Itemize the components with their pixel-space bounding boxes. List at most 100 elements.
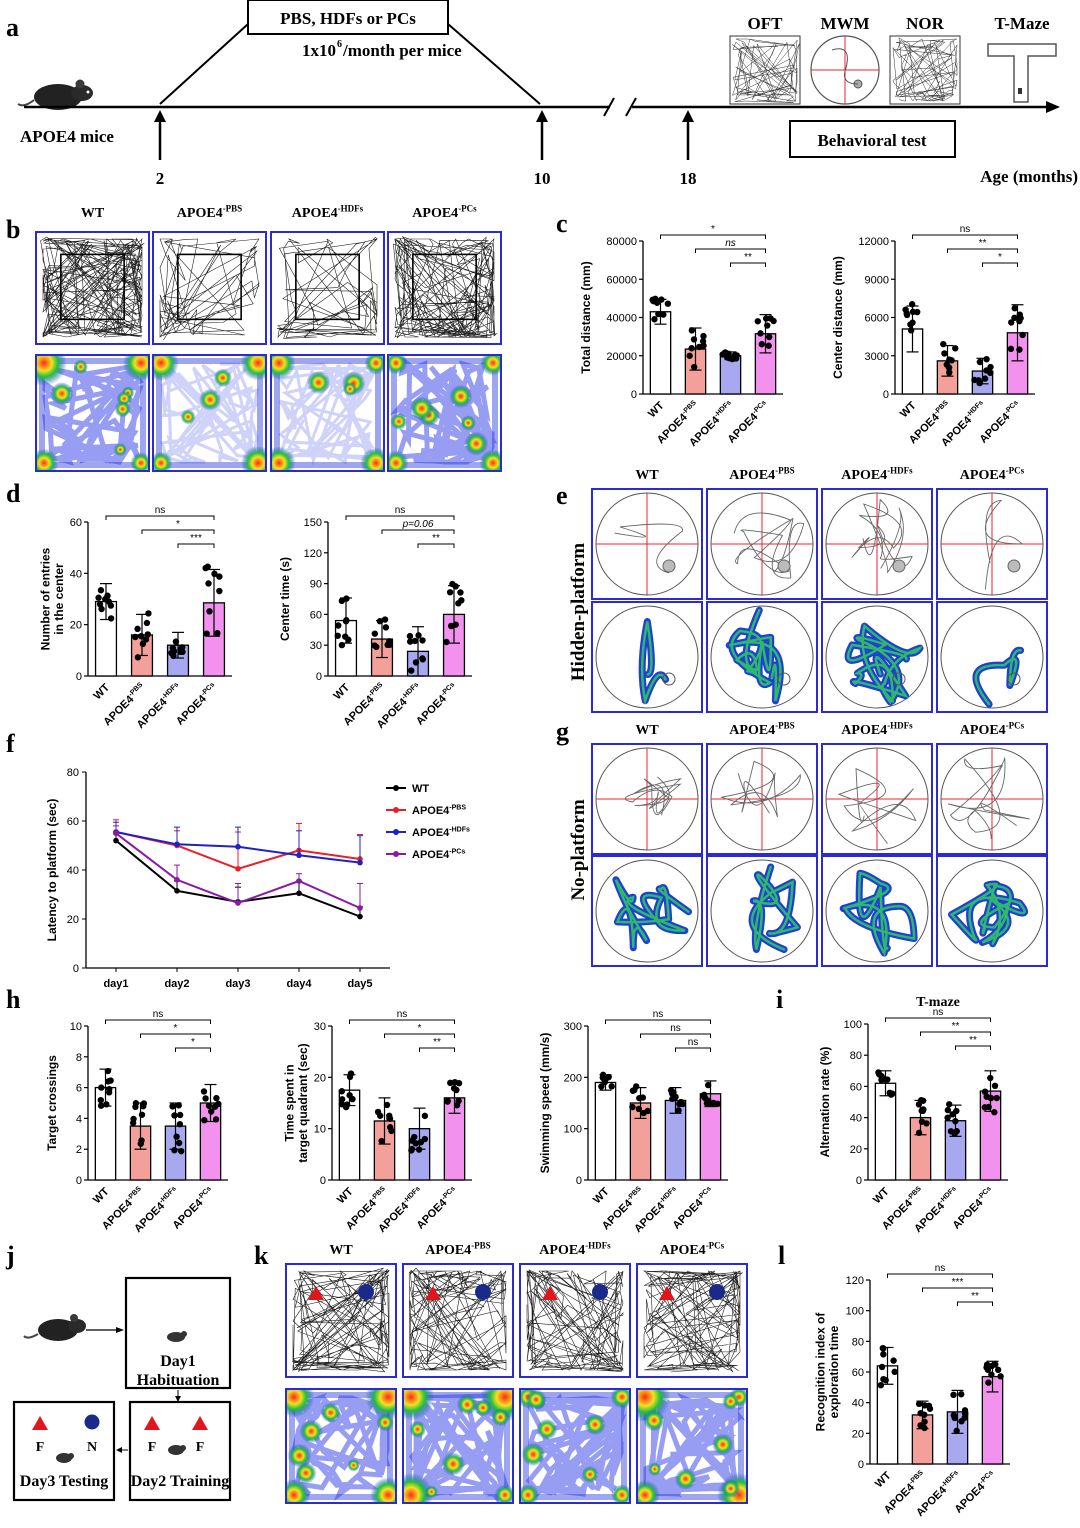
data-point (1016, 317, 1023, 325)
x-tick-label: day4 (286, 978, 312, 990)
hotspot (199, 388, 222, 411)
hotspot (404, 1390, 435, 1421)
y-tick-label: 12000 (858, 236, 889, 248)
significance-bracket (982, 262, 1018, 267)
trajectory-density (40, 362, 144, 466)
data-point (947, 1128, 955, 1135)
data-point (725, 350, 732, 358)
data-point (138, 1111, 146, 1118)
data-point (457, 589, 464, 596)
bar (874, 1082, 897, 1181)
behavior-label: Behavioral test (817, 131, 926, 150)
data-point (211, 570, 218, 578)
significance-bracket (920, 1031, 991, 1036)
swim-heat-inner (846, 623, 923, 705)
object-f-label: F (36, 1440, 45, 1455)
day1-box (124, 1276, 232, 1390)
data-point (143, 619, 151, 627)
hotspot (287, 1478, 311, 1502)
significance-label: ** (979, 238, 987, 249)
object-n-label: N (87, 1440, 97, 1455)
data-point (944, 1114, 951, 1121)
data-point (216, 573, 223, 580)
data-point (765, 333, 773, 341)
data-point (880, 1375, 887, 1383)
data-point (334, 632, 341, 639)
pool (940, 605, 1044, 709)
series-marker (174, 877, 180, 883)
series-marker (235, 843, 241, 850)
data-point (406, 638, 414, 645)
data-point (949, 1111, 956, 1118)
significance-bracket (947, 248, 1018, 253)
y-tick-label: 20 (314, 1072, 326, 1084)
data-point (176, 1120, 184, 1128)
y-tick-label: 0 (856, 1175, 862, 1187)
data-point (890, 1357, 897, 1364)
x-tick-label: day5 (347, 978, 372, 990)
y-axis-label: Latency to platform (sec) (45, 799, 59, 942)
significance-bracket (887, 1273, 993, 1278)
platform-icon (662, 559, 676, 573)
column-label: APOE4-HDFs (841, 465, 913, 483)
data-point (97, 1102, 105, 1109)
significance-bracket (660, 234, 766, 239)
swim-heat-inner (640, 621, 667, 706)
day1-label: Day1 (160, 1353, 196, 1370)
x-tick-label: APOE4-PCs (952, 1469, 998, 1515)
hotspot (37, 448, 59, 470)
data-point (1011, 314, 1018, 322)
data-point (451, 1078, 459, 1086)
x-tick-label: APOE4-HDFs (374, 681, 424, 731)
data-point (335, 622, 342, 629)
data-point (412, 659, 420, 666)
y-tick-label: 3000 (865, 351, 889, 363)
swim-path (947, 757, 1030, 840)
legend-label: WT (412, 783, 429, 795)
legend-marker (393, 785, 399, 791)
x-tick-label: day1 (103, 978, 128, 990)
data-point (961, 1407, 969, 1414)
x-tick-label: APOE4-PCs (414, 681, 460, 727)
x-tick-label: WT (92, 681, 113, 702)
column-label: APOE4-PBS (177, 203, 242, 221)
data-point (105, 1089, 113, 1096)
chart-target-quadrant: 0 10 20 30 Time spent intarget quadrant (sec… (282, 1009, 472, 1235)
mouse-label: APOE4 mice (20, 127, 114, 146)
data-point (96, 601, 104, 608)
data-point (103, 1101, 110, 1108)
data-point (952, 1117, 959, 1125)
panel-letter-j: j (5, 1241, 15, 1270)
hotspot (114, 400, 131, 418)
data-point (408, 1145, 416, 1153)
data-point (987, 1074, 994, 1082)
data-point (346, 1073, 354, 1081)
data-point (105, 598, 113, 605)
platform-icon (777, 672, 791, 686)
data-point (677, 1098, 685, 1106)
legend-label: APOE4-PCs (412, 849, 465, 861)
y-tick-label: 0 (76, 1175, 82, 1187)
x-tick-label: WT (646, 399, 667, 420)
hotspot (722, 1392, 740, 1410)
data-point (878, 1076, 885, 1084)
data-point (171, 1112, 178, 1119)
data-point (444, 1098, 451, 1105)
hotspot (365, 1390, 395, 1420)
significance-label: ** (969, 1035, 977, 1046)
data-point (378, 1137, 385, 1145)
nor-thumbnail (889, 35, 961, 105)
hotspot (37, 356, 67, 386)
data-point (658, 296, 665, 303)
platform-icon (892, 672, 906, 686)
hotspot (364, 356, 383, 375)
hotspot (240, 356, 265, 381)
panel-letter-g: g (556, 717, 569, 746)
panel-letter-f: f (6, 729, 15, 758)
x-tick-label: WT (91, 1185, 112, 1206)
data-point (758, 341, 766, 348)
test-mwm: MWM (820, 14, 869, 33)
significance-label: ** (432, 533, 440, 544)
